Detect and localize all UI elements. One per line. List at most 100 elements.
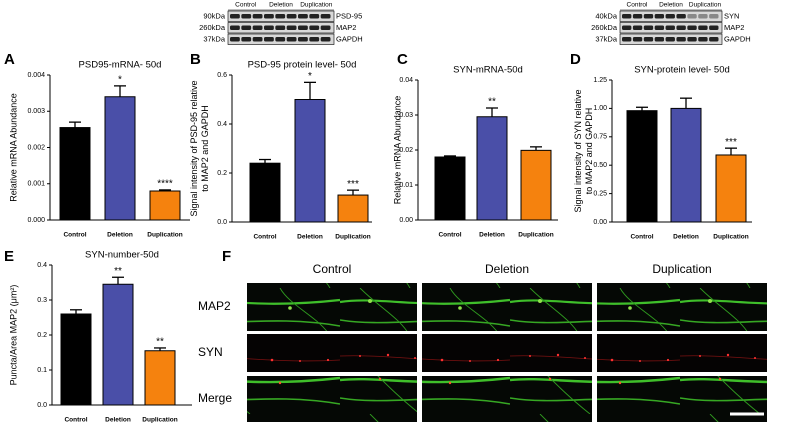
blot-band bbox=[654, 14, 665, 19]
blot-band bbox=[230, 14, 240, 19]
error-bar bbox=[444, 155, 456, 157]
blot-band bbox=[643, 25, 654, 30]
y-tick-label: 0.004 bbox=[27, 72, 45, 79]
error-bar bbox=[154, 347, 166, 351]
micrograph bbox=[597, 283, 767, 331]
blot-band bbox=[320, 25, 331, 30]
blot-band bbox=[286, 14, 297, 19]
panel-letter: B bbox=[190, 51, 201, 68]
blot-band bbox=[252, 25, 263, 30]
y-tick-label: 1.25 bbox=[593, 77, 607, 84]
significance: **** bbox=[157, 179, 173, 190]
x-tick-label: Duplication bbox=[713, 234, 748, 241]
error-bar bbox=[112, 276, 124, 285]
error-bar bbox=[69, 121, 81, 128]
y-tick-label: 0.04 bbox=[399, 77, 413, 84]
blot-group: Deletion bbox=[659, 2, 683, 9]
blot-band bbox=[298, 25, 308, 30]
blot-band bbox=[320, 37, 331, 42]
panel-letter: E bbox=[4, 248, 14, 265]
micrograph bbox=[422, 376, 592, 422]
blot-band bbox=[275, 37, 286, 42]
x-tick-label: Duplication bbox=[142, 417, 177, 424]
y-tick-label: 0.002 bbox=[27, 144, 45, 151]
blot-band bbox=[309, 14, 320, 19]
bar bbox=[102, 283, 134, 406]
y-tick-label: 0.50 bbox=[593, 162, 607, 169]
blot-band bbox=[698, 14, 708, 19]
blot-band bbox=[230, 25, 240, 30]
x-tick-label: Deletion bbox=[673, 234, 699, 241]
x-tick-label: Control bbox=[253, 234, 276, 241]
blot-band bbox=[709, 14, 719, 19]
blot-band bbox=[241, 37, 252, 42]
blot-size: 260kDa bbox=[199, 23, 226, 32]
y-tick-label: 0.1 bbox=[37, 367, 47, 374]
error-bar bbox=[114, 85, 126, 97]
y-tick-label: 0.2 bbox=[37, 332, 47, 339]
bar bbox=[60, 313, 92, 406]
x-tick-label: Control bbox=[630, 234, 653, 241]
blot-group: Deletion bbox=[269, 2, 293, 9]
column-label: Control bbox=[313, 262, 352, 276]
y-tick-label: 0.001 bbox=[27, 181, 45, 188]
blot-band bbox=[622, 25, 632, 30]
x-tick-label: Deletion bbox=[297, 234, 323, 241]
blot-protein: SYN bbox=[724, 11, 739, 20]
blot-protein: MAP2 bbox=[724, 23, 744, 32]
y-axis-label: to MAP2 and GAPDH bbox=[584, 108, 594, 195]
blot-band bbox=[230, 37, 240, 42]
bar bbox=[626, 110, 658, 223]
blot-band bbox=[275, 14, 286, 19]
chart-title: SYN-mRNA-50d bbox=[453, 65, 523, 76]
micrograph bbox=[422, 334, 592, 372]
panel-letter: A bbox=[4, 51, 15, 68]
chart-title: PSD-95 protein level- 50d bbox=[248, 60, 357, 71]
blot-band bbox=[241, 25, 252, 30]
blot-group: Duplication bbox=[300, 2, 333, 9]
blot-band bbox=[643, 14, 654, 19]
chart-title: SYN-number-50d bbox=[85, 250, 159, 261]
micrograph bbox=[247, 376, 417, 422]
y-tick-label: 0.4 bbox=[217, 121, 227, 128]
micrograph bbox=[247, 334, 417, 372]
blot-group: Control bbox=[627, 2, 649, 9]
blot-band bbox=[309, 37, 320, 42]
y-tick-label: 0.75 bbox=[593, 134, 607, 141]
blot-band bbox=[622, 37, 632, 42]
blot-band bbox=[654, 25, 665, 30]
blot-band bbox=[241, 14, 252, 19]
blot-band bbox=[264, 25, 274, 30]
blot-band bbox=[676, 37, 686, 42]
error-bar bbox=[259, 158, 271, 164]
blot-band bbox=[264, 14, 274, 19]
blot-band bbox=[676, 14, 686, 19]
y-tick-label: 0.003 bbox=[27, 108, 45, 115]
blot-band bbox=[698, 25, 708, 30]
bar bbox=[434, 156, 466, 221]
blot-band bbox=[665, 14, 675, 19]
y-tick-label: 0.000 bbox=[27, 217, 45, 224]
y-axis-label: Signal intensity of SYN relative bbox=[573, 89, 583, 212]
y-tick-label: 0.6 bbox=[217, 72, 227, 79]
significance: ** bbox=[156, 337, 164, 348]
x-tick-label: Deletion bbox=[479, 232, 505, 239]
blot-size: 260kDa bbox=[591, 23, 618, 32]
blot-protein: PSD-95 bbox=[336, 11, 362, 20]
bar bbox=[144, 350, 176, 406]
blot-band bbox=[252, 14, 263, 19]
chart-title: PSD95-mRNA- 50d bbox=[79, 60, 162, 71]
y-tick-label: 1.00 bbox=[593, 105, 607, 112]
y-axis-label: Signal intensity of PSD-95 relative bbox=[189, 80, 199, 216]
panel-letter: C bbox=[397, 51, 408, 68]
significance: * bbox=[118, 75, 122, 86]
significance: ** bbox=[114, 266, 122, 277]
blot-band bbox=[709, 37, 719, 42]
blot-band bbox=[654, 37, 665, 42]
error-bar bbox=[159, 189, 171, 191]
y-axis-label: Relative mRNA Abundance bbox=[8, 93, 18, 202]
x-tick-label: Duplication bbox=[518, 232, 553, 239]
y-tick-label: 0.00 bbox=[399, 217, 413, 224]
error-bar bbox=[347, 189, 359, 196]
